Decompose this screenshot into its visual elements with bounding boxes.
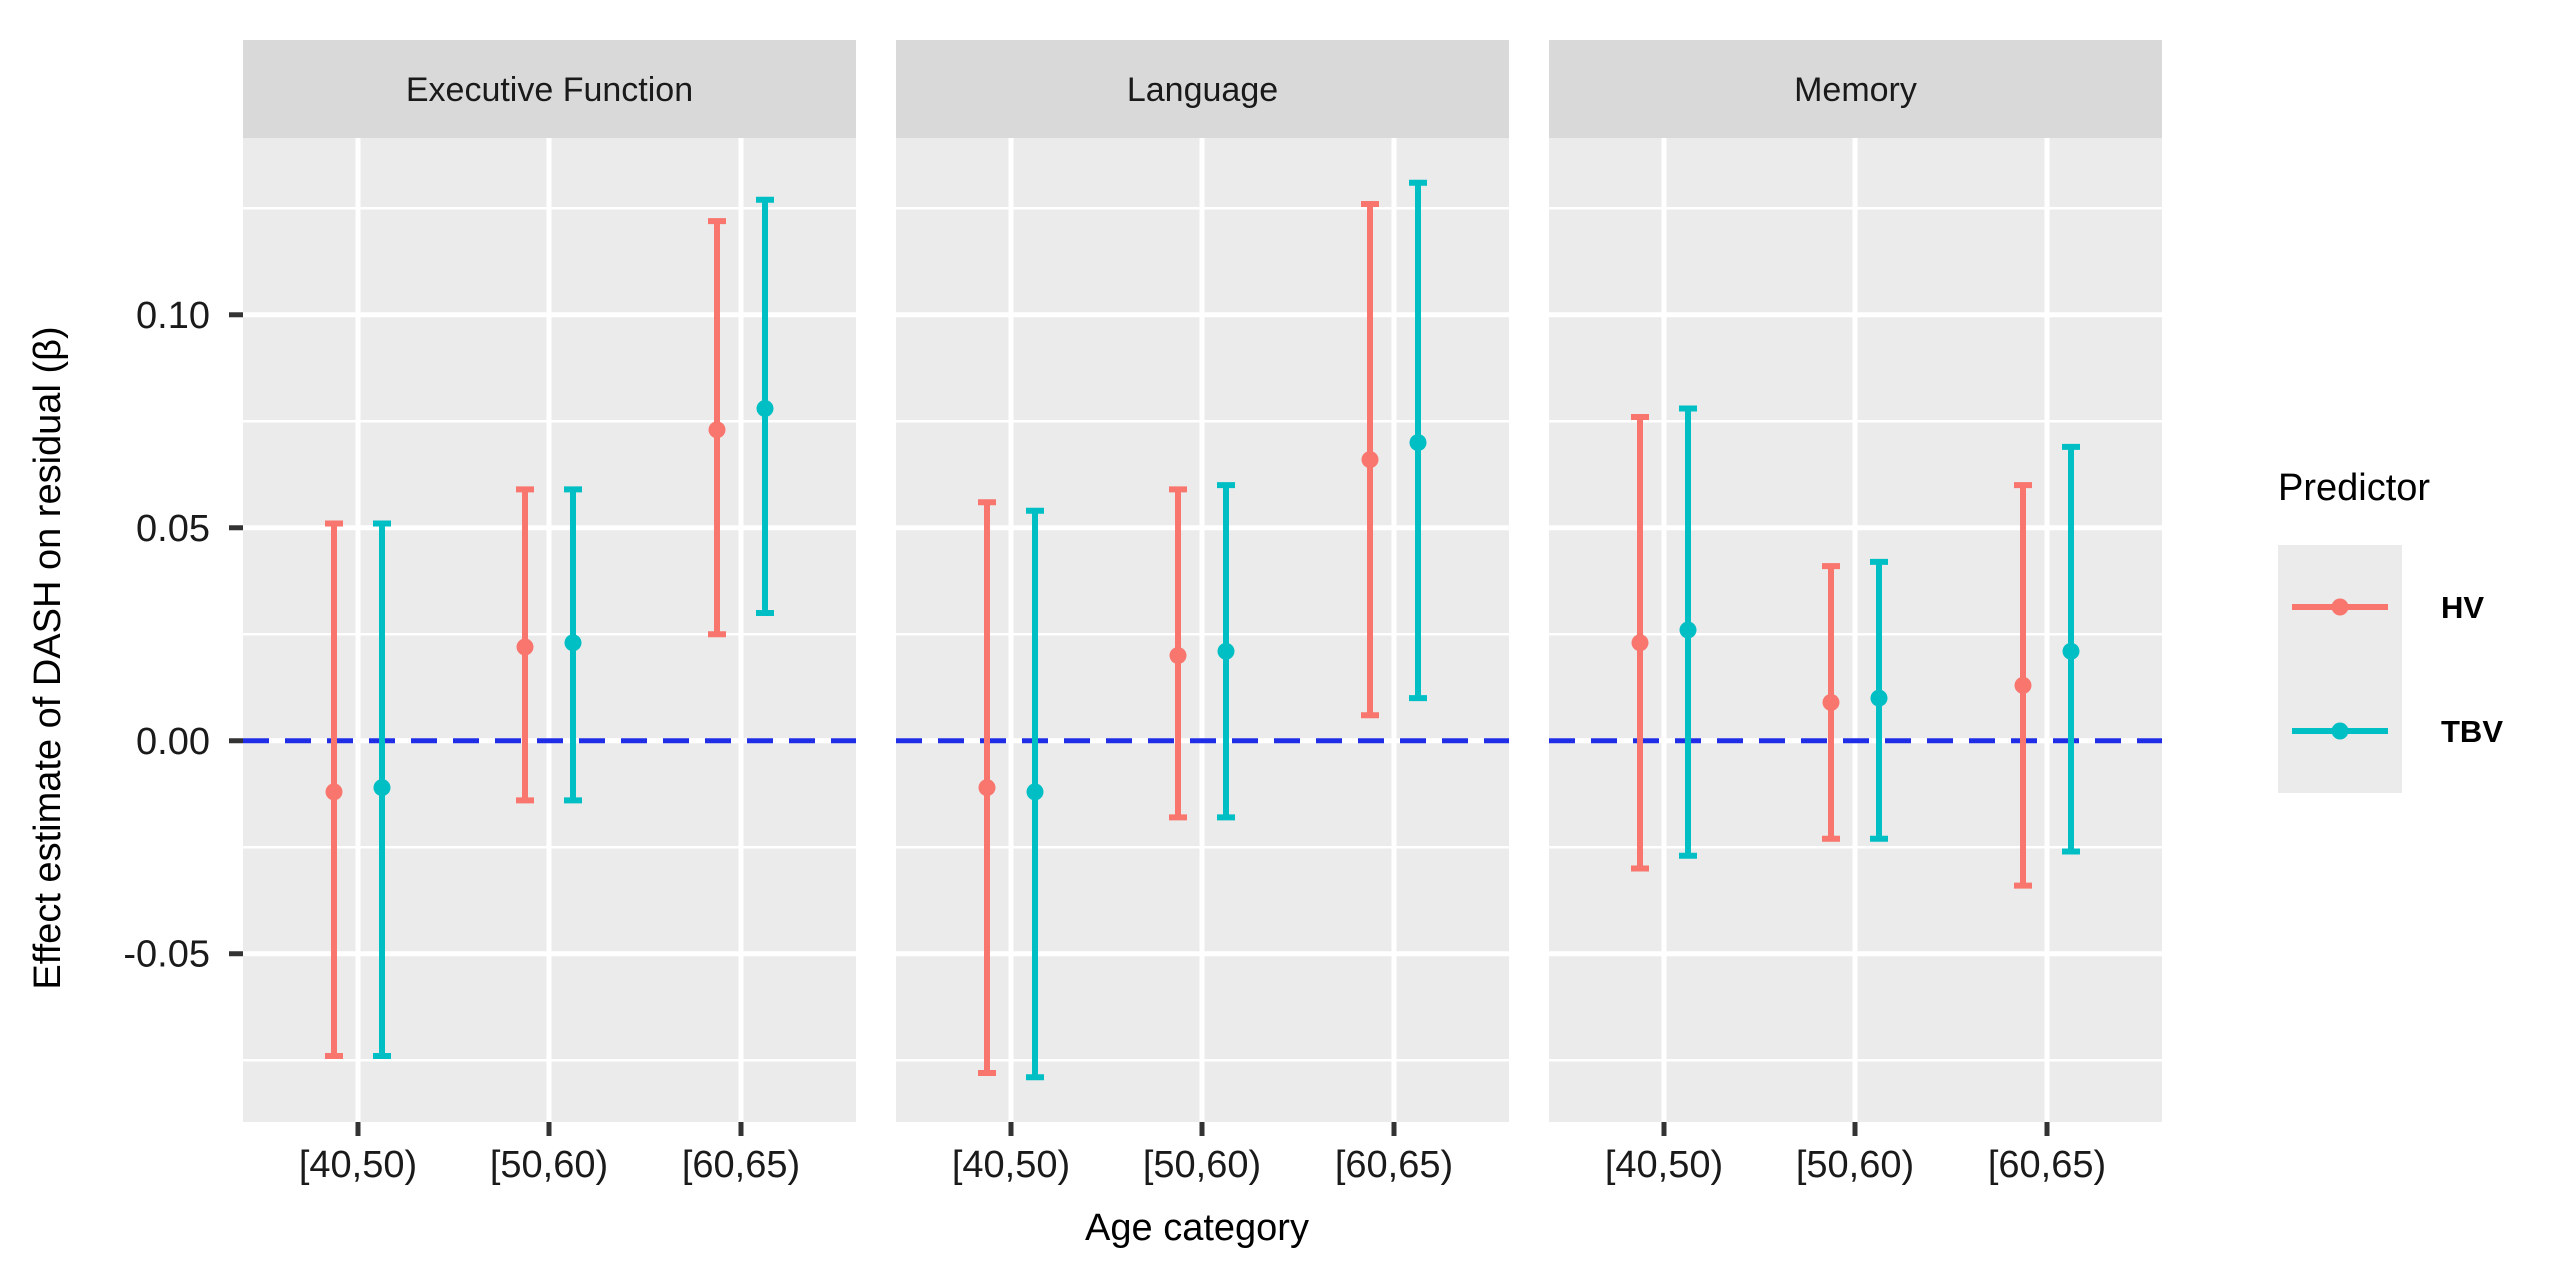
errorbar-tbv — [1217, 482, 1235, 821]
legend-key-background — [2278, 545, 2402, 793]
estimate-point — [1631, 634, 1649, 652]
estimate-point — [1169, 647, 1187, 665]
errorbar-hv — [708, 218, 726, 638]
x-tick-label: [60,65) — [1335, 1144, 1453, 1186]
x-tick-label: [50,60) — [1143, 1144, 1261, 1186]
legend-title: Predictor — [2278, 467, 2430, 509]
errorbar-hv — [1361, 201, 1379, 719]
legend-item-tbv: TBV — [2292, 714, 2503, 749]
x-axis-title: Age category — [1085, 1207, 1309, 1249]
y-tick-label: -0.05 — [123, 934, 210, 976]
errorbar-tbv — [756, 196, 774, 616]
legend-label: HV — [2441, 590, 2484, 625]
estimate-point — [1026, 783, 1044, 801]
x-tick-label: [60,65) — [1988, 1144, 2106, 1186]
x-tick-label: [60,65) — [682, 1144, 800, 1186]
errorbar-hv — [1631, 414, 1649, 872]
x-tick-label: [50,60) — [490, 1144, 608, 1186]
estimate-point — [2014, 676, 2032, 694]
y-tick-label: 0.05 — [136, 508, 210, 550]
errorbar-tbv — [1026, 507, 1044, 1081]
facet-strip — [1549, 40, 2162, 138]
errorbar-hv — [978, 499, 996, 1077]
errorbar-tbv — [2062, 443, 2080, 855]
errorbar-tbv — [564, 486, 582, 804]
estimate-point — [1217, 642, 1235, 660]
errorbar-tbv — [1870, 558, 1888, 842]
panel: Language [40,50) [50,60) [60,65) — [896, 40, 1509, 1186]
facet-title: Memory — [1794, 71, 1917, 109]
errorbar-tbv — [1679, 405, 1697, 859]
legend-key-point — [2331, 722, 2349, 740]
y-axis: -0.05 0.00 0.05 0.10 — [123, 295, 243, 976]
panels: Executive Function[40,50) [50,60) [60,65)L… — [243, 40, 2162, 1186]
errorbar-hv — [516, 486, 534, 804]
estimate-point — [756, 399, 774, 417]
y-tick-label: 0.10 — [136, 295, 210, 337]
errorbar-tbv — [1409, 179, 1427, 702]
errorbar-hv — [1169, 486, 1187, 821]
facet-title: Language — [1127, 71, 1278, 109]
y-axis-title: Effect estimate of DASH on residual (β) — [27, 326, 69, 989]
estimate-point — [373, 779, 391, 797]
estimate-point — [1679, 621, 1697, 639]
panel: Executive Function [40,50) [50,60) [60,65) — [243, 40, 856, 1186]
legend-key-point — [2331, 598, 2349, 616]
facet-title: Executive Function — [406, 71, 693, 109]
errorbar-hv — [1822, 563, 1840, 842]
x-tick-label: [50,60) — [1796, 1144, 1914, 1186]
x-tick-label: [40,50) — [952, 1144, 1070, 1186]
x-tick-label: [40,50) — [299, 1144, 417, 1186]
estimate-point — [978, 779, 996, 797]
errorbar-tbv — [373, 520, 391, 1059]
facet-strip — [896, 40, 1509, 138]
estimate-point — [325, 783, 343, 801]
legend: Predictor HV TBV — [2278, 467, 2503, 793]
panel: Memory [40,50) [50,60) [60,65) — [1549, 40, 2162, 1186]
legend-label: TBV — [2441, 714, 2503, 749]
errorbar-hv — [325, 520, 343, 1059]
estimate-point — [708, 421, 726, 439]
x-tick-label: [40,50) — [1605, 1144, 1723, 1186]
estimate-point — [1361, 451, 1379, 469]
estimate-point — [564, 634, 582, 652]
facet-strip — [243, 40, 856, 138]
errorbar-hv — [2014, 482, 2032, 889]
estimate-point — [2062, 642, 2080, 660]
y-tick-label: 0.00 — [136, 721, 210, 763]
estimate-point — [516, 638, 534, 656]
estimate-point — [1870, 689, 1888, 707]
estimate-point — [1822, 693, 1840, 711]
estimate-point — [1409, 434, 1427, 452]
legend-item-hv: HV — [2292, 590, 2484, 625]
